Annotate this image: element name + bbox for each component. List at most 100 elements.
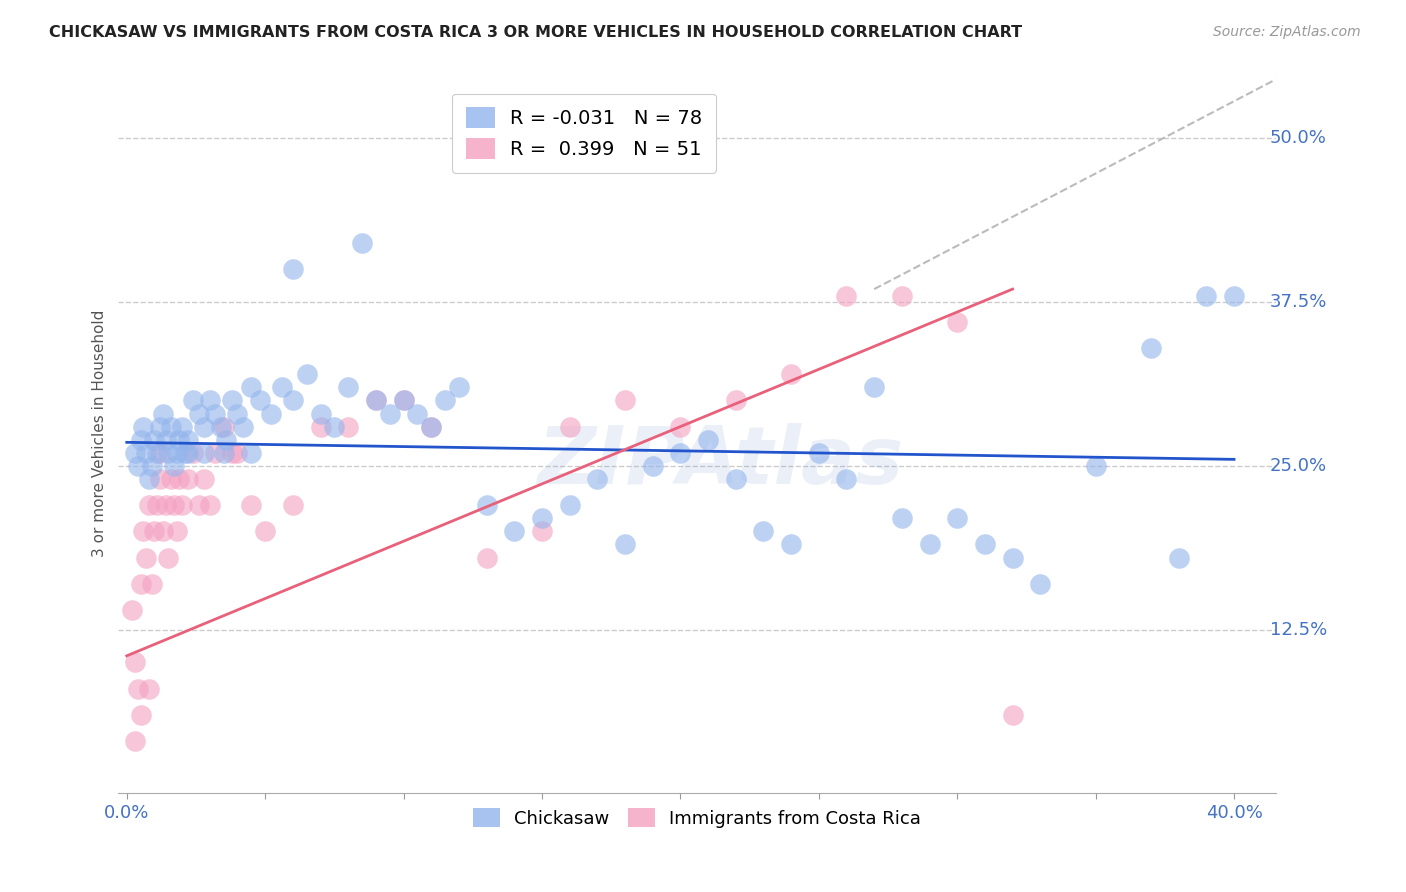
Point	[890, 288, 912, 302]
Point	[221, 446, 243, 460]
Point	[281, 393, 304, 408]
Point	[187, 498, 209, 512]
Text: 25.0%: 25.0%	[1270, 457, 1327, 475]
Point	[309, 407, 332, 421]
Point	[157, 550, 180, 565]
Point	[166, 524, 188, 539]
Point	[198, 393, 221, 408]
Point	[166, 446, 188, 460]
Point	[364, 393, 387, 408]
Point	[973, 537, 995, 551]
Point	[558, 419, 581, 434]
Point	[614, 537, 637, 551]
Text: ZIPAtlas: ZIPAtlas	[537, 423, 903, 501]
Point	[780, 368, 803, 382]
Point	[132, 419, 155, 434]
Point	[160, 419, 183, 434]
Point	[946, 511, 969, 525]
Point	[558, 498, 581, 512]
Point	[503, 524, 526, 539]
Point	[124, 656, 146, 670]
Point	[155, 498, 177, 512]
Point	[890, 511, 912, 525]
Point	[254, 524, 277, 539]
Point	[918, 537, 941, 551]
Point	[157, 446, 180, 460]
Point	[240, 380, 263, 394]
Point	[807, 446, 830, 460]
Point	[295, 368, 318, 382]
Point	[138, 498, 160, 512]
Point	[141, 458, 163, 473]
Point	[835, 472, 858, 486]
Point	[420, 419, 443, 434]
Point	[198, 498, 221, 512]
Point	[163, 498, 186, 512]
Point	[406, 407, 429, 421]
Point	[281, 262, 304, 277]
Point	[669, 419, 692, 434]
Point	[135, 550, 157, 565]
Point	[138, 472, 160, 486]
Point	[124, 734, 146, 748]
Point	[447, 380, 470, 394]
Point	[260, 407, 283, 421]
Point	[212, 419, 235, 434]
Point	[724, 393, 747, 408]
Point	[1140, 341, 1163, 355]
Point	[1084, 458, 1107, 473]
Point	[209, 419, 232, 434]
Point	[221, 393, 243, 408]
Point	[240, 446, 263, 460]
Point	[181, 393, 204, 408]
Point	[1001, 550, 1024, 565]
Point	[724, 472, 747, 486]
Point	[337, 419, 360, 434]
Point	[212, 446, 235, 460]
Point	[780, 537, 803, 551]
Point	[160, 472, 183, 486]
Point	[127, 458, 149, 473]
Point	[176, 433, 198, 447]
Point	[697, 433, 720, 447]
Point	[281, 498, 304, 512]
Point	[835, 288, 858, 302]
Point	[226, 407, 249, 421]
Point	[124, 446, 146, 460]
Point	[586, 472, 609, 486]
Point	[1195, 288, 1218, 302]
Point	[204, 407, 226, 421]
Point	[132, 524, 155, 539]
Point	[141, 576, 163, 591]
Point	[135, 446, 157, 460]
Point	[270, 380, 292, 394]
Text: 37.5%: 37.5%	[1270, 293, 1327, 311]
Text: Source: ZipAtlas.com: Source: ZipAtlas.com	[1213, 25, 1361, 39]
Point	[163, 458, 186, 473]
Point	[863, 380, 886, 394]
Point	[121, 603, 143, 617]
Point	[143, 433, 166, 447]
Point	[669, 446, 692, 460]
Point	[155, 433, 177, 447]
Point	[169, 433, 191, 447]
Point	[172, 419, 194, 434]
Point	[149, 419, 172, 434]
Point	[1223, 288, 1246, 302]
Y-axis label: 3 or more Vehicles in Household: 3 or more Vehicles in Household	[93, 310, 107, 557]
Point	[149, 472, 172, 486]
Point	[138, 681, 160, 696]
Text: 50.0%: 50.0%	[1270, 129, 1327, 147]
Point	[129, 707, 152, 722]
Point	[378, 407, 401, 421]
Point	[240, 498, 263, 512]
Point	[249, 393, 271, 408]
Point	[146, 498, 169, 512]
Point	[204, 446, 226, 460]
Point	[152, 407, 174, 421]
Legend: Chickasaw, Immigrants from Costa Rica: Chickasaw, Immigrants from Costa Rica	[465, 800, 928, 835]
Point	[232, 419, 254, 434]
Point	[129, 576, 152, 591]
Point	[193, 472, 215, 486]
Point	[434, 393, 457, 408]
